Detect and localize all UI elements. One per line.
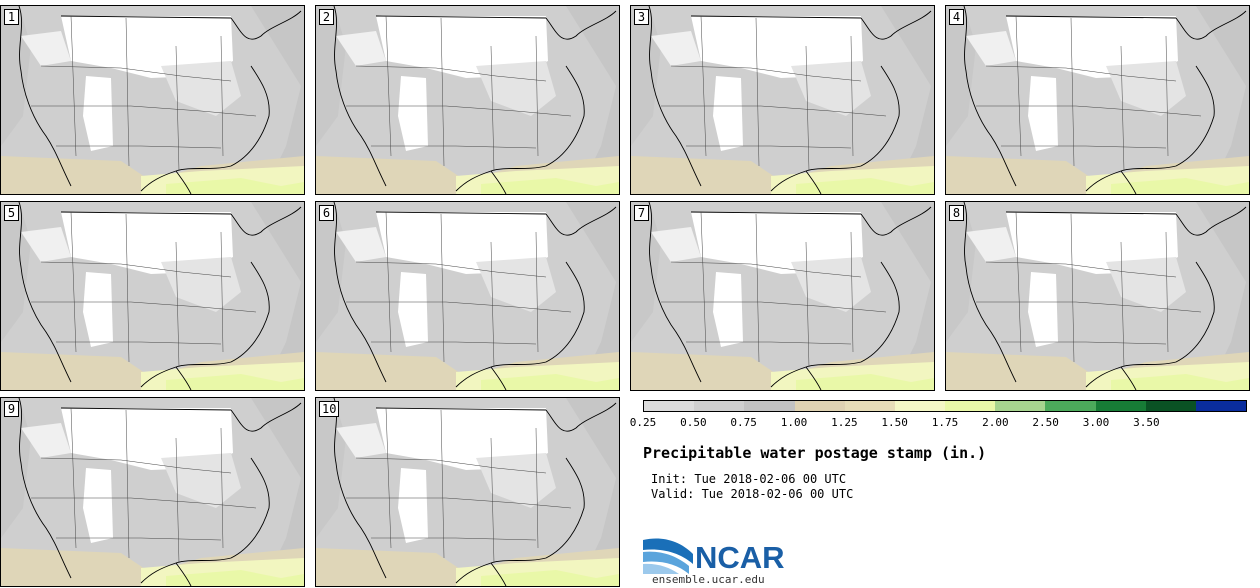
colorbar-segment bbox=[1095, 401, 1146, 411]
colorbar-segment bbox=[1145, 401, 1196, 411]
map-image bbox=[1, 398, 304, 586]
colorbar-tick-label: 3.50 bbox=[1133, 416, 1160, 429]
colorbar-tick-label: 0.50 bbox=[680, 416, 707, 429]
panel-number: 6 bbox=[319, 205, 334, 221]
panel-number: 2 bbox=[319, 9, 334, 25]
colorbar-segment bbox=[1045, 401, 1096, 411]
valid-line: Valid: Tue 2018-02-06 00 UTC bbox=[651, 487, 854, 501]
colorbar-segment bbox=[945, 401, 996, 411]
map-image bbox=[946, 6, 1249, 194]
colorbar-tick-label: 1.25 bbox=[831, 416, 858, 429]
colorbar-tick-label: 1.50 bbox=[881, 416, 908, 429]
map-panel-8[interactable]: 8 bbox=[945, 201, 1250, 391]
map-image bbox=[1, 6, 304, 194]
map-panel-7[interactable]: 7 bbox=[630, 201, 935, 391]
map-image bbox=[946, 202, 1249, 390]
colorbar-segment bbox=[694, 401, 745, 411]
colorbar-tick-label: 1.00 bbox=[780, 416, 808, 429]
colorbar-segment bbox=[844, 401, 895, 411]
map-panel-3[interactable]: 3 bbox=[630, 5, 935, 195]
logo-text: NCAR bbox=[695, 540, 785, 575]
site-url[interactable]: ensemble.ucar.edu bbox=[652, 573, 765, 586]
colorbar-segment bbox=[995, 401, 1046, 411]
init-line: Init: Tue 2018-02-06 00 UTC bbox=[651, 472, 847, 486]
colorbar-tick-label: 2.00 bbox=[982, 416, 1009, 429]
map-panel-5[interactable]: 5 bbox=[0, 201, 305, 391]
map-panel-9[interactable]: 9 bbox=[0, 397, 305, 587]
colorbar bbox=[643, 400, 1247, 412]
map-image bbox=[631, 6, 934, 194]
map-panel-2[interactable]: 2 bbox=[315, 5, 620, 195]
run-info: Init: Tue 2018-02-06 00 UTC Valid: Tue 2… bbox=[651, 472, 853, 502]
colorbar-segment bbox=[1195, 401, 1247, 411]
colorbar-segment bbox=[794, 401, 845, 411]
map-panel-10[interactable]: 10 bbox=[315, 397, 620, 587]
colorbar-segment bbox=[644, 401, 695, 411]
panel-number: 4 bbox=[949, 9, 964, 25]
map-image bbox=[316, 6, 619, 194]
chart-title: Precipitable water postage stamp (in.) bbox=[643, 444, 987, 462]
panel-number: 8 bbox=[949, 205, 964, 221]
panel-number: 7 bbox=[634, 205, 649, 221]
colorbar-tick-label: 0.75 bbox=[730, 416, 757, 429]
colorbar-tick-label: 3.00 bbox=[1082, 416, 1110, 429]
map-panel-6[interactable]: 6 bbox=[315, 201, 620, 391]
map-panel-1[interactable]: 1 bbox=[0, 5, 305, 195]
map-panel-4[interactable]: 4 bbox=[945, 5, 1250, 195]
colorbar-ticks: 0.25 0.50 0.75 1.00 1.25 1.50 1.75 2.00 2.50 3.00… bbox=[630, 416, 1247, 430]
panel-number: 3 bbox=[634, 9, 649, 25]
map-image bbox=[631, 202, 934, 390]
map-image bbox=[316, 398, 619, 586]
panel-number: 10 bbox=[319, 401, 340, 417]
colorbar-tick-label: 2.50 bbox=[1032, 416, 1059, 429]
map-image bbox=[1, 202, 304, 390]
colorbar-segment bbox=[744, 401, 795, 411]
ncar-logo-icon bbox=[643, 538, 693, 574]
colorbar-tick-label: 0.25 bbox=[629, 416, 657, 429]
colorbar-tick-label: 1.75 bbox=[931, 416, 959, 429]
panel-number: 9 bbox=[4, 401, 19, 417]
panel-number: 1 bbox=[4, 9, 19, 25]
panel-number: 5 bbox=[4, 205, 19, 221]
colorbar-segment bbox=[894, 401, 946, 411]
map-image bbox=[316, 202, 619, 390]
